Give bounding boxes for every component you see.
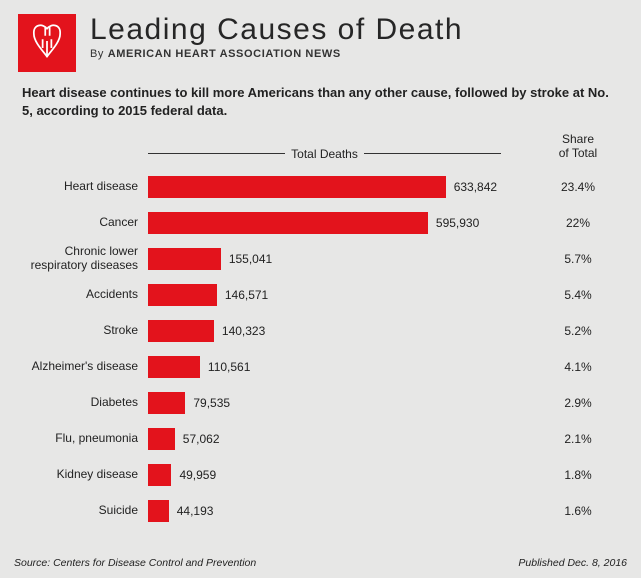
value-label: 155,041 [229, 252, 272, 266]
bar-cell: 595,930 [148, 212, 535, 234]
share-value: 2.1% [535, 432, 621, 446]
share-value: 1.6% [535, 504, 621, 518]
bar [148, 248, 221, 270]
heart-icon [26, 20, 68, 67]
chart-rows: Heart disease 633,842 23.4% Cancer 595,930 22… [0, 169, 621, 529]
category-label: Chronic lowerrespiratory diseases [0, 245, 148, 273]
published-text: Published Dec. 8, 2016 [518, 557, 627, 569]
bar [148, 284, 217, 306]
value-label: 595,930 [436, 216, 479, 230]
bar-cell: 155,041 [148, 248, 535, 270]
table-row: Suicide 44,193 1.6% [0, 493, 621, 529]
value-label: 146,571 [225, 288, 268, 302]
share-value: 5.4% [535, 288, 621, 302]
share-label-1: Share [535, 133, 621, 147]
share-value: 4.1% [535, 360, 621, 374]
source-text: Source: Centers for Disease Control and … [14, 557, 256, 569]
bar-cell: 146,571 [148, 284, 535, 306]
value-label: 140,323 [222, 324, 265, 338]
category-label: Accidents [0, 288, 148, 302]
share-label-2: of Total [535, 147, 621, 161]
share-value: 5.2% [535, 324, 621, 338]
category-label: Cancer [0, 216, 148, 230]
bar [148, 212, 428, 234]
bar [148, 464, 171, 486]
bar [148, 176, 446, 198]
bar-cell: 140,323 [148, 320, 535, 342]
value-label: 57,062 [183, 432, 220, 446]
title-block: Leading Causes of Death By AMERICAN HEAR… [90, 14, 621, 60]
bar [148, 356, 200, 378]
value-label: 49,959 [179, 468, 216, 482]
share-value: 1.8% [535, 468, 621, 482]
category-label: Kidney disease [0, 468, 148, 482]
bar-cell: 633,842 [148, 176, 535, 198]
table-row: Stroke 140,323 5.2% [0, 313, 621, 349]
bar-cell: 79,535 [148, 392, 535, 414]
bar [148, 320, 214, 342]
share-header: Share of Total [535, 133, 621, 161]
category-label: Alzheimer's disease [0, 360, 148, 374]
total-deaths-header: Total Deaths [148, 147, 535, 161]
byline-org: AMERICAN HEART ASSOCIATION NEWS [108, 48, 341, 60]
bar-cell: 49,959 [148, 464, 535, 486]
category-label: Stroke [0, 324, 148, 338]
bar [148, 392, 185, 414]
category-label: Diabetes [0, 396, 148, 410]
category-label: Flu, pneumonia [0, 432, 148, 446]
table-row: Flu, pneumonia 57,062 2.1% [0, 421, 621, 457]
table-row: Alzheimer's disease 110,561 4.1% [0, 349, 621, 385]
share-value: 2.9% [535, 396, 621, 410]
value-label: 44,193 [177, 504, 214, 518]
header-rule [148, 153, 285, 154]
page-title: Leading Causes of Death [90, 14, 621, 46]
category-label: Heart disease [0, 180, 148, 194]
footer: Source: Centers for Disease Control and … [14, 557, 627, 569]
bar [148, 428, 175, 450]
bar [148, 500, 169, 522]
intro-text: Heart disease continues to kill more Ame… [0, 72, 641, 119]
table-row: Chronic lowerrespiratory diseases 155,041… [0, 241, 621, 277]
total-deaths-label: Total Deaths [291, 147, 358, 161]
share-value: 22% [535, 216, 621, 230]
value-label: 79,535 [193, 396, 230, 410]
bar-cell: 110,561 [148, 356, 535, 378]
column-headers: Total Deaths Share of Total [0, 133, 621, 161]
share-value: 5.7% [535, 252, 621, 266]
byline: By AMERICAN HEART ASSOCIATION NEWS [90, 48, 621, 60]
value-label: 110,561 [208, 360, 251, 374]
bar-cell: 57,062 [148, 428, 535, 450]
header-rule [364, 153, 501, 154]
share-value: 23.4% [535, 180, 621, 194]
heart-icon-box [18, 14, 76, 72]
table-row: Heart disease 633,842 23.4% [0, 169, 621, 205]
table-row: Diabetes 79,535 2.9% [0, 385, 621, 421]
table-row: Cancer 595,930 22% [0, 205, 621, 241]
header: Leading Causes of Death By AMERICAN HEAR… [0, 0, 641, 72]
table-row: Kidney disease 49,959 1.8% [0, 457, 621, 493]
value-label: 633,842 [454, 180, 497, 194]
bar-cell: 44,193 [148, 500, 535, 522]
table-row: Accidents 146,571 5.4% [0, 277, 621, 313]
chart: Total Deaths Share of Total Heart diseas… [0, 133, 641, 529]
byline-prefix: By [90, 48, 108, 60]
category-label: Suicide [0, 504, 148, 518]
